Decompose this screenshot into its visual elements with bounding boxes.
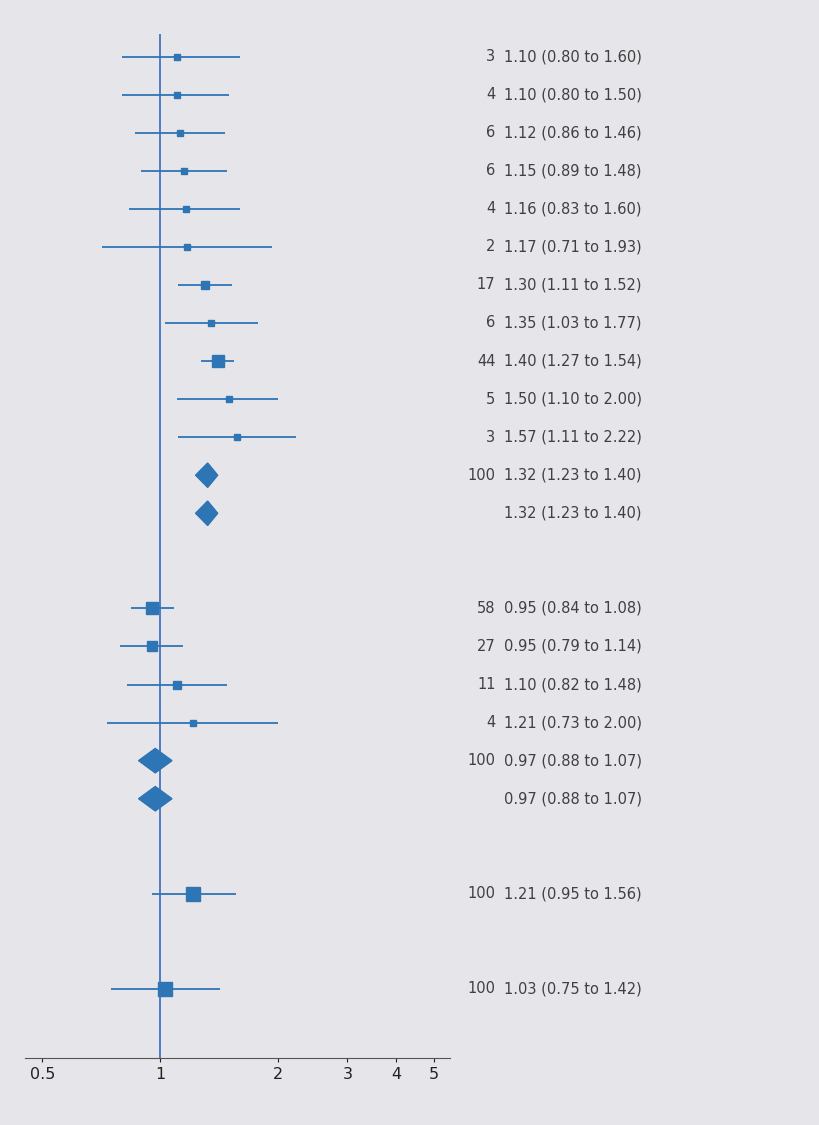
Text: 100: 100 <box>468 886 495 901</box>
Text: 100: 100 <box>468 753 495 768</box>
Text: 58: 58 <box>477 601 495 615</box>
Text: 1.40 (1.27 to 1.54): 1.40 (1.27 to 1.54) <box>504 353 641 369</box>
Text: 11: 11 <box>477 677 495 692</box>
Text: 1.32 (1.23 to 1.40): 1.32 (1.23 to 1.40) <box>504 468 641 483</box>
Text: 4: 4 <box>486 87 495 102</box>
Polygon shape <box>196 501 218 525</box>
Text: 1.15 (0.89 to 1.48): 1.15 (0.89 to 1.48) <box>504 163 641 178</box>
Text: 1.21 (0.73 to 2.00): 1.21 (0.73 to 2.00) <box>504 716 641 730</box>
Text: 44: 44 <box>477 353 495 369</box>
Text: 0.95 (0.84 to 1.08): 0.95 (0.84 to 1.08) <box>504 601 641 615</box>
Text: 6: 6 <box>486 125 495 141</box>
Text: 1.21 (0.95 to 1.56): 1.21 (0.95 to 1.56) <box>504 886 641 901</box>
Text: 1.35 (1.03 to 1.77): 1.35 (1.03 to 1.77) <box>504 315 641 331</box>
Text: 100: 100 <box>468 468 495 483</box>
Text: 27: 27 <box>477 639 495 654</box>
Text: 1.30 (1.11 to 1.52): 1.30 (1.11 to 1.52) <box>504 278 641 292</box>
Text: 1.50 (1.10 to 2.00): 1.50 (1.10 to 2.00) <box>504 392 641 406</box>
Text: 2: 2 <box>486 240 495 254</box>
Polygon shape <box>138 748 172 773</box>
Text: 5: 5 <box>486 392 495 406</box>
Text: 100: 100 <box>468 981 495 997</box>
Text: 1.10 (0.80 to 1.50): 1.10 (0.80 to 1.50) <box>504 87 641 102</box>
Text: 6: 6 <box>486 163 495 178</box>
Text: 1.32 (1.23 to 1.40): 1.32 (1.23 to 1.40) <box>504 506 641 521</box>
Polygon shape <box>138 786 172 811</box>
Text: 17: 17 <box>477 278 495 292</box>
Text: 1.10 (0.82 to 1.48): 1.10 (0.82 to 1.48) <box>504 677 641 692</box>
Text: 4: 4 <box>486 716 495 730</box>
Text: 4: 4 <box>486 201 495 216</box>
Text: 3: 3 <box>486 50 495 64</box>
Text: 0.97 (0.88 to 1.07): 0.97 (0.88 to 1.07) <box>504 791 641 807</box>
Text: 0.97 (0.88 to 1.07): 0.97 (0.88 to 1.07) <box>504 753 641 768</box>
Text: 1.10 (0.80 to 1.60): 1.10 (0.80 to 1.60) <box>504 50 641 64</box>
Text: 0.95 (0.79 to 1.14): 0.95 (0.79 to 1.14) <box>504 639 641 654</box>
Polygon shape <box>196 464 218 487</box>
Text: 1.57 (1.11 to 2.22): 1.57 (1.11 to 2.22) <box>504 430 641 444</box>
Text: 1.16 (0.83 to 1.60): 1.16 (0.83 to 1.60) <box>504 201 641 216</box>
Text: 3: 3 <box>486 430 495 444</box>
Text: 1.12 (0.86 to 1.46): 1.12 (0.86 to 1.46) <box>504 125 641 141</box>
Text: 1.17 (0.71 to 1.93): 1.17 (0.71 to 1.93) <box>504 240 641 254</box>
Text: 1.03 (0.75 to 1.42): 1.03 (0.75 to 1.42) <box>504 981 641 997</box>
Text: 6: 6 <box>486 315 495 331</box>
